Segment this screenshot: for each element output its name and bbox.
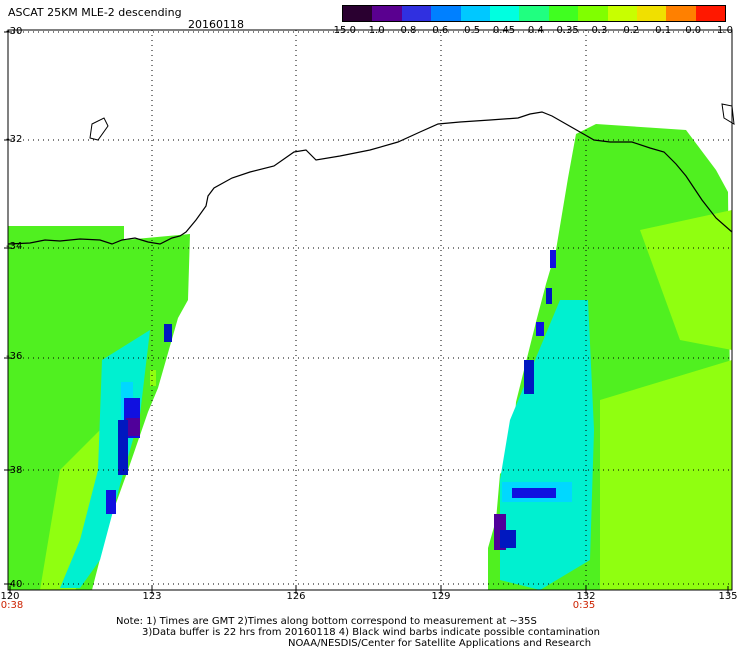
note-line-1: Note: 1) Times are GMT 2)Times along bot… bbox=[116, 616, 537, 627]
island bbox=[721, 103, 735, 125]
lon-label: 129 bbox=[431, 591, 451, 602]
pass-time: 0:38 bbox=[0, 600, 24, 611]
swath-left-cell bbox=[106, 490, 116, 514]
swath-right-cell bbox=[500, 530, 516, 548]
chart-title: ASCAT 25KM MLE-2 descending bbox=[8, 6, 182, 19]
lon-label: 135 bbox=[718, 591, 738, 602]
swath-left bbox=[8, 226, 190, 590]
lon-label: 123 bbox=[142, 591, 162, 602]
color-scale-swatch bbox=[372, 6, 402, 21]
color-scale-swatch bbox=[666, 6, 696, 21]
pass-time: 0:35 bbox=[572, 600, 596, 611]
color-scale-swatch bbox=[636, 6, 667, 21]
color-scale-swatch bbox=[519, 6, 549, 21]
lon-label: 132 bbox=[576, 591, 596, 602]
swath-right-aqua bbox=[500, 300, 594, 590]
swath-right-light bbox=[600, 360, 732, 590]
note-line-2: 3)Data buffer is 22 hrs from 20160118 4)… bbox=[142, 627, 600, 638]
color-scale-swatch bbox=[578, 6, 608, 21]
plot-frame bbox=[7, 29, 733, 591]
color-scale-swatch bbox=[548, 6, 579, 21]
color-scale-swatch bbox=[431, 6, 461, 21]
swath-right-cell bbox=[546, 288, 552, 304]
chart-date: 20160118 bbox=[188, 18, 244, 31]
swath-left-cell bbox=[164, 324, 172, 342]
swath-right-cell bbox=[550, 250, 556, 268]
coastline bbox=[7, 111, 733, 245]
color-scale-swatch bbox=[401, 6, 432, 21]
color-scale-swatch bbox=[607, 6, 637, 21]
lat-label: -30 bbox=[6, 26, 23, 37]
note-line-3: NOAA/NESDIS/Center for Satellite Applica… bbox=[288, 638, 592, 649]
swath-left-cell bbox=[150, 370, 156, 386]
color-scale-swatch bbox=[695, 6, 726, 21]
lat-label: -34 bbox=[6, 241, 23, 252]
lon-label: 126 bbox=[286, 591, 306, 602]
lon-label: 120 bbox=[0, 591, 20, 602]
lat-label: -32 bbox=[6, 134, 23, 145]
lat-label: -38 bbox=[6, 465, 23, 476]
swath-right-cell bbox=[536, 322, 544, 336]
color-scale-swatch bbox=[343, 6, 373, 21]
color-scale-swatch bbox=[489, 6, 520, 21]
swath-left-cell bbox=[126, 418, 140, 436]
lat-label: -40 bbox=[6, 579, 23, 590]
lat-label: -36 bbox=[6, 351, 23, 362]
swath-right-cell bbox=[512, 488, 556, 498]
swath-right-light bbox=[640, 210, 732, 350]
color-scale-swatch bbox=[460, 6, 490, 21]
swath-right-cell bbox=[524, 360, 534, 394]
swath-left-cell bbox=[118, 420, 128, 475]
island bbox=[89, 117, 109, 141]
color-scale bbox=[342, 5, 726, 22]
